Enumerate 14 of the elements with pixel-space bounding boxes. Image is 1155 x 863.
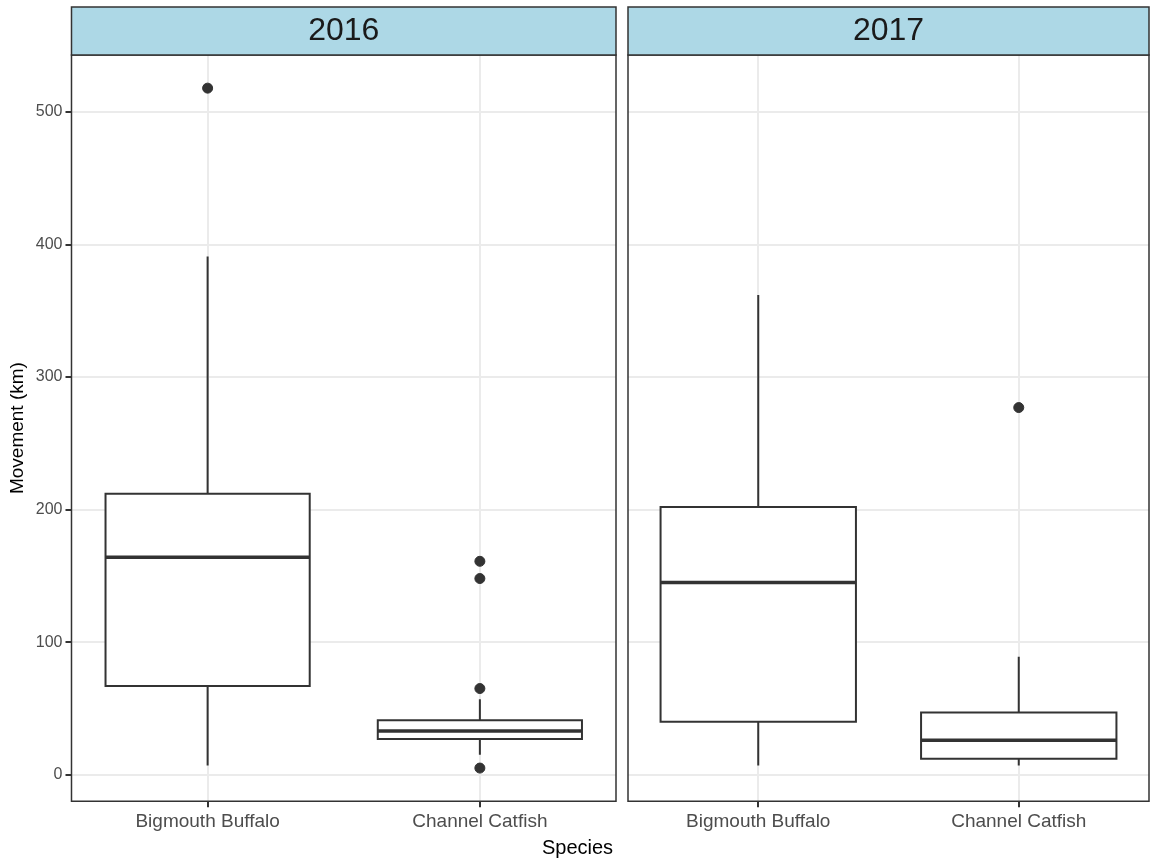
x-tick-label: Bigmouth Buffalo — [686, 809, 831, 831]
y-tick-label: 400 — [35, 234, 63, 252]
x-tick-label: Channel Catfish — [412, 809, 548, 831]
y-tick-label: 100 — [35, 632, 63, 650]
y-tick-label: 500 — [35, 102, 63, 120]
y-tick-label: 300 — [35, 367, 63, 385]
x-tick-label: Bigmouth Buffalo — [135, 809, 280, 831]
y-axis-title: Movement (km) — [5, 362, 27, 495]
y-tick-label: 200 — [35, 500, 63, 518]
chart-title: 2016 — [308, 10, 380, 47]
x-tick-label: Channel Catfish — [951, 809, 1087, 831]
x-axis-title: Species — [540, 836, 615, 859]
y-tick-label: 0 — [53, 765, 63, 783]
chart-title: 2017 — [852, 10, 925, 47]
